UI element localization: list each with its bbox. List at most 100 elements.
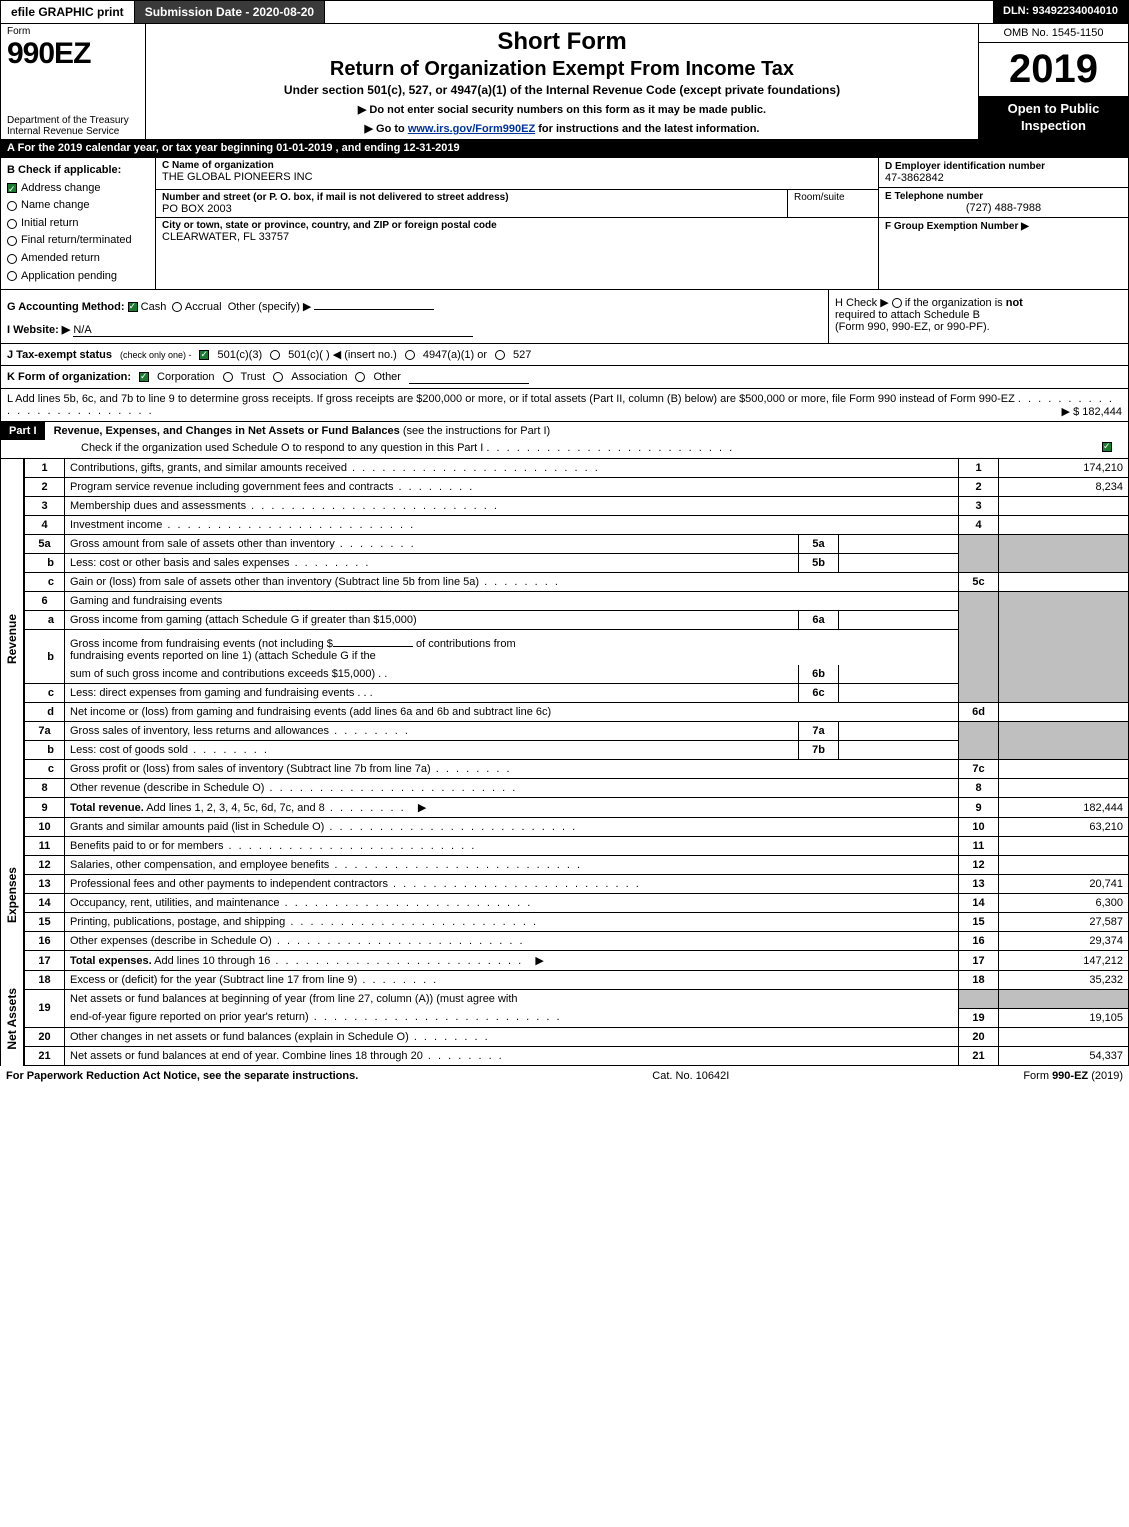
other-org-field[interactable]	[409, 370, 529, 384]
line-1: 1Contributions, gifts, grants, and simil…	[25, 459, 1129, 478]
label-other: Other (specify) ▶	[228, 301, 312, 313]
phone: (727) 488-7988	[885, 202, 1122, 214]
line-20: 20Other changes in net assets or fund ba…	[25, 1027, 1129, 1046]
revenue-table: 1Contributions, gifts, grants, and simil…	[24, 459, 1129, 818]
tax-period: A For the 2019 calendar year, or tax yea…	[1, 139, 1128, 157]
section-B-title: B Check if applicable:	[7, 162, 149, 180]
label-4947: 4947(a)(1) or	[423, 349, 487, 361]
check-trust[interactable]	[223, 372, 233, 382]
check-cash[interactable]	[128, 302, 138, 312]
H-not: not	[1006, 297, 1023, 309]
line-19b: end-of-year figure reported on prior yea…	[25, 1008, 1129, 1027]
line-9: 9Total revenue. Add lines 1, 2, 3, 4, 5c…	[25, 798, 1129, 818]
check-H[interactable]	[892, 298, 902, 308]
org-name-label: C Name of organization	[162, 160, 872, 171]
check-other-org[interactable]	[355, 372, 365, 382]
line-17: 17Total expenses. Add lines 10 through 1…	[25, 951, 1129, 971]
part1-header: Part I Revenue, Expenses, and Changes in…	[0, 422, 1129, 459]
label-amended-return: Amended return	[21, 250, 100, 268]
check-527[interactable]	[495, 350, 505, 360]
line-12: 12Salaries, other compensation, and empl…	[25, 856, 1129, 875]
check-name-change[interactable]	[7, 201, 17, 211]
line-21: 21Net assets or fund balances at end of …	[25, 1046, 1129, 1065]
efile-print-button[interactable]: efile GRAPHIC print	[1, 1, 135, 23]
room-suite-label: Room/suite	[788, 190, 878, 217]
line-7a: 7aGross sales of inventory, less returns…	[25, 722, 1129, 741]
line-16: 16Other expenses (describe in Schedule O…	[25, 932, 1129, 951]
line-4: 4Investment income4	[25, 516, 1129, 535]
section-B: B Check if applicable: Address change Na…	[1, 158, 156, 289]
check-address-change[interactable]	[7, 183, 17, 193]
form-number: 990EZ	[7, 37, 141, 71]
line-14: 14Occupancy, rent, utilities, and mainte…	[25, 894, 1129, 913]
check-final-return[interactable]	[7, 236, 17, 246]
addr-label: Number and street (or P. O. box, if mail…	[162, 192, 781, 203]
netassets-vlabel: Net Assets	[5, 988, 19, 1050]
tax-year: 2019	[979, 43, 1128, 97]
check-501c3[interactable]	[199, 350, 209, 360]
check-accrual[interactable]	[172, 302, 182, 312]
label-address-change: Address change	[21, 180, 101, 198]
city: CLEARWATER, FL 33757	[162, 231, 872, 243]
netassets-block: Net Assets 18Excess or (deficit) for the…	[0, 971, 1129, 1066]
label-other-org: Other	[373, 371, 401, 383]
footer-right: Form 990-EZ (2019)	[1023, 1070, 1123, 1082]
L-text: L Add lines 5b, 6c, and 7b to line 9 to …	[7, 393, 1015, 405]
other-specify-field[interactable]	[314, 296, 434, 310]
expenses-vlabel: Expenses	[5, 867, 19, 923]
H-text3: required to attach Schedule B	[835, 309, 980, 321]
department-label: Department of the Treasury Internal Reve…	[7, 115, 141, 137]
check-amended-return[interactable]	[7, 254, 17, 264]
K-label: K Form of organization:	[7, 371, 131, 383]
subtitle: Under section 501(c), 527, or 4947(a)(1)…	[154, 83, 970, 97]
irs-link[interactable]: www.irs.gov/Form990EZ	[408, 123, 535, 135]
line-11: 11Benefits paid to or for members11	[25, 837, 1129, 856]
check-4947[interactable]	[405, 350, 415, 360]
H-text2: if the organization is	[905, 297, 1006, 309]
footer-mid: Cat. No. 10642I	[652, 1070, 729, 1082]
title-return: Return of Organization Exempt From Incom…	[154, 58, 970, 81]
check-association[interactable]	[273, 372, 283, 382]
check-application-pending[interactable]	[7, 271, 17, 281]
check-initial-return[interactable]	[7, 219, 17, 229]
section-C: C Name of organization THE GLOBAL PIONEE…	[156, 158, 878, 289]
phone-label: E Telephone number	[885, 191, 1122, 202]
H-text1: H Check ▶	[835, 297, 889, 309]
header-mid: Short Form Return of Organization Exempt…	[146, 24, 978, 139]
line-18: 18Excess or (deficit) for the year (Subt…	[25, 971, 1129, 990]
ein-label: D Employer identification number	[885, 161, 1122, 172]
H-text4: (Form 990, 990-EZ, or 990-PF).	[835, 321, 990, 333]
check-schedule-o[interactable]	[1102, 442, 1112, 452]
label-name-change: Name change	[21, 197, 90, 215]
line-13: 13Professional fees and other payments t…	[25, 875, 1129, 894]
form-header: Form 990EZ Department of the Treasury In…	[0, 24, 1129, 139]
label-501c3: 501(c)(3)	[217, 349, 262, 361]
check-501c[interactable]	[270, 350, 280, 360]
addr: PO BOX 2003	[162, 203, 781, 215]
netassets-table: 18Excess or (deficit) for the year (Subt…	[24, 971, 1129, 1066]
part1-label: Part I	[1, 422, 45, 440]
line-6d: dNet income or (loss) from gaming and fu…	[25, 703, 1129, 722]
label-cash: Cash	[141, 301, 167, 313]
form-word: Form	[7, 26, 141, 37]
expenses-table: 10Grants and similar amounts paid (list …	[24, 818, 1129, 971]
part1-title: Revenue, Expenses, and Changes in Net As…	[48, 422, 557, 440]
website-value: N/A	[73, 324, 473, 337]
section-A: A For the 2019 calendar year, or tax yea…	[0, 139, 1129, 158]
note2-pre: Go to	[376, 123, 408, 135]
dln-badge: DLN: 93492234004010	[993, 1, 1128, 23]
label-527: 527	[513, 349, 531, 361]
expenses-block: Expenses 10Grants and similar amounts pa…	[0, 818, 1129, 971]
line-5c: cGain or (loss) from sale of assets othe…	[25, 573, 1129, 592]
line-2: 2Program service revenue including gover…	[25, 478, 1129, 497]
check-corporation[interactable]	[139, 372, 149, 382]
J-label: J Tax-exempt status	[7, 349, 112, 361]
note-ssn: Do not enter social security numbers on …	[154, 103, 970, 116]
line-8: 8Other revenue (describe in Schedule O)8	[25, 779, 1129, 798]
line-3: 3Membership dues and assessments3	[25, 497, 1129, 516]
section-J: J Tax-exempt status (check only one) - 5…	[0, 344, 1129, 366]
J-note: (check only one) -	[120, 350, 192, 360]
page-footer: For Paperwork Reduction Act Notice, see …	[0, 1066, 1129, 1086]
label-association: Association	[291, 371, 347, 383]
revenue-vlabel: Revenue	[5, 614, 19, 664]
